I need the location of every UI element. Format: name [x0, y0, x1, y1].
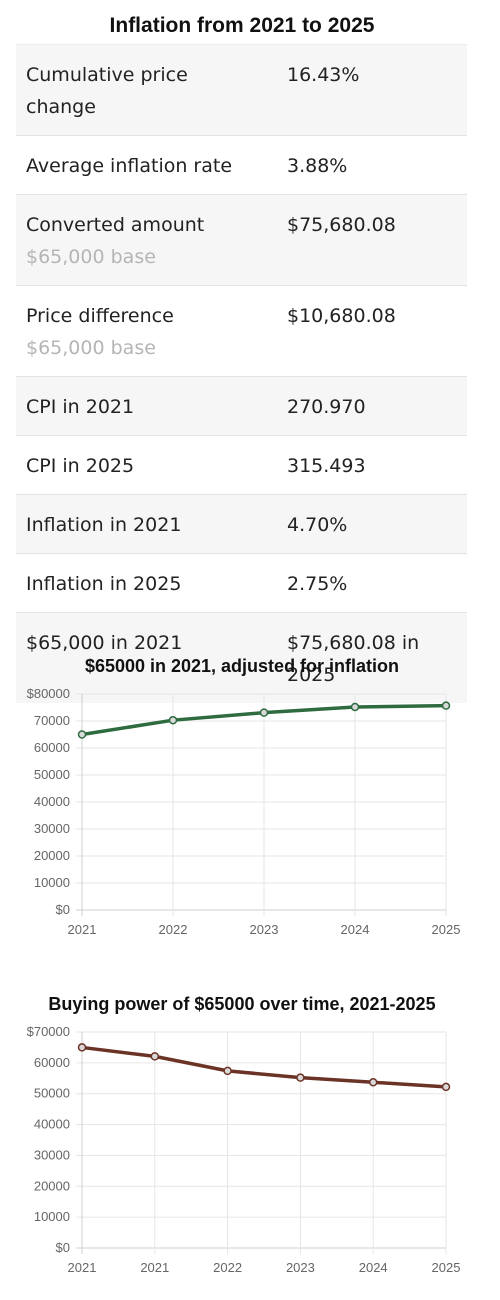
row-label-cell: CPI in 2025 — [16, 435, 269, 495]
row-label-cell: Cumulative price change — [16, 44, 269, 136]
buying-power-chart-y-tick-label: $70000 — [27, 1024, 70, 1039]
table-row: Cumulative price change 16.43% — [16, 44, 467, 136]
buying-power-chart-data-point — [441, 1082, 451, 1092]
adjusted-chart-x-tick-label: 2021 — [68, 922, 97, 937]
chart-title-adjusted: $65000 in 2021, adjusted for inflation — [84, 656, 400, 676]
row-label: Cumulative price change — [26, 64, 188, 118]
buying-power-chart-y-tick-label: 60000 — [34, 1055, 70, 1070]
adjusted-chart-data-point — [350, 702, 360, 712]
row-label: Inflation in 2021 — [26, 514, 182, 536]
adjusted-chart-x-tick-label: 2023 — [250, 922, 279, 937]
row-label: Average inflation rate — [26, 155, 233, 177]
summary-table: Cumulative price change 16.43% Average i… — [16, 44, 467, 703]
adjusted-chart-data-point — [259, 708, 269, 717]
table-row: Inflation in 2025 2.75% — [16, 553, 467, 613]
row-note: $65,000 base — [26, 337, 156, 359]
chart-title-buying-power: Buying power of $65000 over time, 2021-2… — [48, 994, 436, 1014]
table-row: Converted amount $65,000 base $75,680.08 — [16, 194, 467, 286]
adjusted-chart-y-tick-label: 60000 — [34, 740, 70, 755]
row-label: CPI in 2025 — [26, 455, 135, 477]
inflation-adjusted-line-chart: $0 10000 20000 30000 40000 50000 60000 70000 $80… — [27, 686, 461, 937]
row-value: 4.70% — [269, 494, 467, 554]
row-label-cell: CPI in 2021 — [16, 376, 269, 436]
row-label: Inflation in 2025 — [26, 573, 182, 595]
buying-power-chart-series-line — [81, 1045, 447, 1089]
buying-power-chart-y-tick-label: 30000 — [34, 1147, 70, 1162]
row-value: 270.970 — [269, 376, 467, 436]
adjusted-chart-y-tick-label: 30000 — [34, 821, 70, 836]
row-value: 3.88% — [269, 135, 467, 195]
row-value: 16.43% — [269, 44, 467, 136]
row-label-cell: Converted amount $65,000 base — [16, 194, 269, 286]
adjusted-chart-x-tick-label: 2025 — [432, 922, 461, 937]
buying-power-chart-x-tick-label: 2023 — [286, 1260, 315, 1275]
buying-power-chart-y-tick-label: 20000 — [34, 1178, 70, 1193]
adjusted-chart-y-tick-label: $0 — [56, 902, 70, 917]
adjusted-chart-y-tick-label: 70000 — [34, 713, 70, 728]
row-label-cell: $65,000 in 2021 — [16, 612, 269, 703]
adjusted-chart-x-tick-label: 2024 — [341, 922, 370, 937]
row-value: 315.493 — [269, 435, 467, 495]
row-label-cell: Average inflation rate — [16, 135, 269, 195]
table-row: CPI in 2025 315.493 — [16, 435, 467, 495]
row-label-cell: Price difference $65,000 base — [16, 285, 269, 377]
buying-power-chart-y-tick-label: $0 — [56, 1240, 70, 1255]
buying-power-chart-x-tick-label: 2021 — [68, 1260, 97, 1275]
buying-power-chart-data-point — [77, 1043, 87, 1052]
table-row: Inflation in 2021 4.70% — [16, 494, 467, 554]
adjusted-chart-data-point — [168, 715, 178, 725]
row-label: Converted amount — [26, 214, 205, 236]
row-value: $75,680.08 — [269, 194, 467, 286]
row-value: $10,680.08 — [269, 285, 467, 377]
table-row: $65,000 in 2021 $75,680.08 in 2025 — [16, 612, 467, 703]
adjusted-chart-y-tick-label: $80000 — [27, 686, 70, 701]
adjusted-chart-y-tick-label: 50000 — [34, 767, 70, 782]
buying-power-chart-y-tick-label: 40000 — [34, 1117, 70, 1132]
table-row: Average inflation rate 3.88% — [16, 135, 467, 195]
row-label-cell: Inflation in 2025 — [16, 553, 269, 613]
row-label: Price difference — [26, 305, 174, 327]
row-label: CPI in 2021 — [26, 396, 135, 418]
buying-power-chart-x-tick-label: 2021 — [140, 1260, 169, 1275]
buying-power-chart-data-point — [150, 1052, 160, 1061]
adjusted-chart-data-point — [77, 730, 87, 739]
buying-power-chart-x-tick-label: 2025 — [432, 1260, 461, 1275]
adjusted-chart-y-tick-label: 20000 — [34, 848, 70, 863]
buying-power-chart-y-tick-label: 50000 — [34, 1086, 70, 1101]
table-row: Price difference $65,000 base $10,680.08 — [16, 285, 467, 377]
buying-power-chart-x-tick-label: 2022 — [213, 1260, 242, 1275]
adjusted-chart-y-tick-label: 10000 — [34, 875, 70, 890]
buying-power-chart-data-point — [368, 1078, 378, 1087]
row-value: $75,680.08 in 2025 — [269, 612, 467, 703]
buying-power-chart-data-point — [296, 1073, 305, 1082]
buying-power-line-chart: $0 10000 20000 30000 40000 50000 60000 $70000 20… — [27, 1024, 461, 1275]
row-label: $65,000 in 2021 — [26, 632, 183, 654]
adjusted-chart-y-tick-label: 40000 — [34, 794, 70, 809]
table-row: CPI in 2021 270.970 — [16, 376, 467, 436]
row-value: 2.75% — [269, 553, 467, 613]
buying-power-chart-y-tick-label: 10000 — [34, 1209, 70, 1224]
adjusted-chart-x-tick-label: 2022 — [159, 922, 188, 937]
row-note: $65,000 base — [26, 246, 156, 268]
buying-power-chart-data-point — [223, 1066, 232, 1076]
row-label-cell: Inflation in 2021 — [16, 494, 269, 554]
adjusted-chart-data-point — [441, 701, 451, 710]
buying-power-chart-x-tick-label: 2024 — [359, 1260, 388, 1275]
summary-title: Inflation from 2021 to 2025 — [109, 14, 375, 37]
